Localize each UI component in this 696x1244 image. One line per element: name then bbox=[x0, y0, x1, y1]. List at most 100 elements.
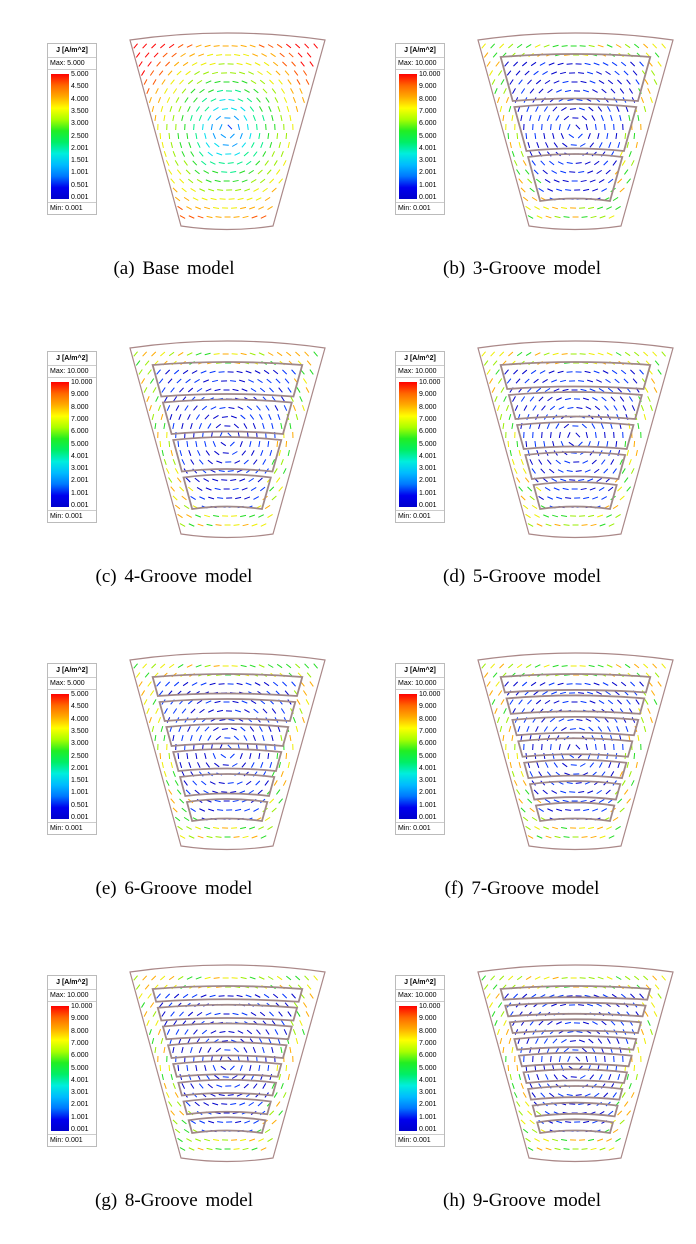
current-vector bbox=[181, 53, 186, 56]
current-vector bbox=[185, 1030, 188, 1035]
current-vector bbox=[204, 515, 210, 517]
current-vector bbox=[508, 664, 513, 668]
current-vector bbox=[581, 81, 587, 82]
groove-outline bbox=[524, 1069, 627, 1083]
current-vector bbox=[273, 682, 278, 686]
current-vector bbox=[285, 379, 289, 384]
current-vector bbox=[565, 190, 571, 191]
current-vector bbox=[528, 216, 533, 219]
current-vector bbox=[605, 1056, 606, 1062]
current-vector bbox=[648, 1020, 651, 1025]
current-vector bbox=[177, 71, 181, 75]
current-vector bbox=[202, 1030, 207, 1034]
current-vector bbox=[503, 735, 504, 741]
current-vector bbox=[654, 387, 657, 392]
current-vector bbox=[528, 836, 533, 839]
current-vector bbox=[184, 197, 189, 200]
current-vector bbox=[182, 188, 187, 192]
current-vector bbox=[277, 133, 278, 139]
current-vector bbox=[180, 836, 185, 839]
current-vector bbox=[534, 71, 539, 75]
current-vector bbox=[558, 162, 563, 165]
current-vector bbox=[231, 1140, 237, 1141]
current-vector bbox=[609, 216, 614, 219]
current-vector bbox=[171, 388, 175, 393]
current-vector bbox=[307, 985, 311, 990]
current-vector bbox=[197, 388, 202, 391]
current-vector bbox=[310, 370, 313, 375]
groove-outline bbox=[501, 986, 651, 1000]
current-vector bbox=[588, 1139, 594, 1140]
current-vector bbox=[277, 753, 278, 759]
current-vector bbox=[567, 720, 573, 721]
current-vector bbox=[506, 405, 508, 411]
current-vector bbox=[234, 525, 240, 526]
current-vector bbox=[196, 106, 199, 111]
current-density-plot bbox=[125, 30, 335, 235]
current-vector bbox=[201, 995, 207, 997]
current-vector bbox=[522, 994, 527, 998]
current-vector bbox=[571, 765, 577, 766]
current-vector bbox=[149, 97, 151, 103]
current-vector bbox=[589, 665, 595, 666]
current-vector bbox=[279, 1074, 280, 1080]
current-vector bbox=[616, 1138, 621, 1141]
legend-tick: 1.501 bbox=[71, 157, 89, 164]
current-vector bbox=[234, 116, 239, 120]
current-vector bbox=[634, 133, 635, 139]
current-vector bbox=[246, 371, 252, 373]
current-vector bbox=[164, 1047, 165, 1053]
current-vector bbox=[296, 106, 298, 112]
current-vector bbox=[198, 836, 204, 838]
current-vector bbox=[239, 380, 245, 382]
legend-tick: 6.000 bbox=[71, 428, 89, 435]
current-vector bbox=[282, 62, 286, 66]
current-vector bbox=[197, 700, 202, 703]
current-vector bbox=[212, 479, 218, 481]
current-vector bbox=[564, 217, 570, 218]
current-vector bbox=[250, 353, 256, 355]
current-vector bbox=[283, 780, 286, 785]
color-legend: J [A/m^2] Max: 10.000 10.000 9.000 8.000 7.… bbox=[47, 351, 97, 523]
current-vector bbox=[252, 54, 258, 56]
current-vector bbox=[524, 405, 527, 410]
current-vector bbox=[150, 691, 153, 696]
current-vector bbox=[530, 771, 533, 776]
current-vector bbox=[512, 771, 514, 777]
current-vector bbox=[658, 370, 661, 375]
current-vector bbox=[627, 1074, 628, 1080]
current-vector bbox=[251, 179, 256, 182]
current-vector bbox=[270, 142, 272, 148]
current-vector bbox=[213, 107, 218, 110]
current-vector bbox=[240, 753, 242, 759]
current-vector bbox=[191, 459, 194, 464]
current-vector bbox=[560, 171, 566, 173]
current-vector bbox=[242, 763, 246, 768]
current-vector bbox=[174, 994, 179, 998]
current-vector bbox=[170, 106, 172, 112]
current-vector bbox=[187, 977, 192, 980]
current-vector bbox=[193, 781, 197, 785]
current-vector bbox=[618, 179, 622, 183]
current-vector bbox=[654, 1011, 657, 1016]
current-vector bbox=[177, 170, 181, 175]
current-vector bbox=[645, 699, 648, 704]
current-vector bbox=[654, 699, 657, 704]
current-vector bbox=[298, 53, 302, 57]
current-vector bbox=[650, 97, 652, 103]
current-vector bbox=[553, 665, 559, 666]
legend-tick: 2.001 bbox=[71, 1101, 89, 1108]
current-vector bbox=[230, 792, 236, 793]
current-vector bbox=[522, 370, 527, 374]
panel-2: J [A/m^2] Max: 10.000 10.000 9.000 8.000 7.… bbox=[0, 308, 348, 619]
current-vector bbox=[578, 381, 584, 382]
current-vector bbox=[526, 976, 531, 979]
current-vector bbox=[303, 70, 306, 75]
current-vector bbox=[263, 1083, 266, 1088]
current-vector bbox=[581, 488, 587, 489]
current-vector bbox=[624, 478, 628, 483]
current-vector bbox=[519, 1111, 523, 1116]
current-vector bbox=[556, 189, 562, 191]
current-vector bbox=[175, 468, 178, 473]
current-vector bbox=[207, 524, 213, 525]
